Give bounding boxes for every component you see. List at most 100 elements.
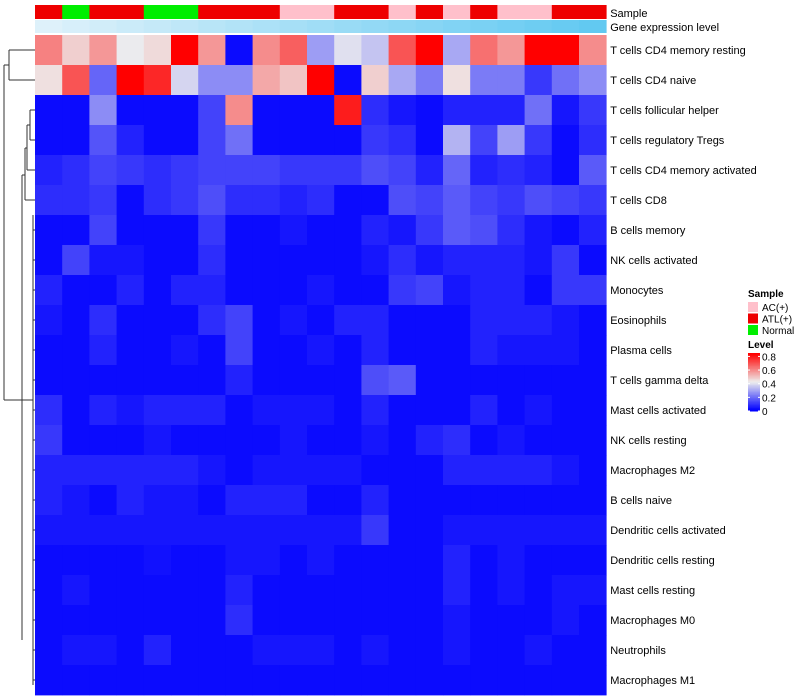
heatmap-cell	[171, 335, 199, 366]
heatmap-cell	[415, 95, 444, 126]
heatmap-cell	[116, 515, 145, 546]
heatmap-cell	[470, 605, 498, 636]
heatmap-cell	[116, 125, 145, 156]
legend-level-gradient-step	[748, 353, 760, 355]
heatmap-cell	[470, 35, 498, 66]
heatmap-cell	[579, 95, 607, 126]
heatmap-cell	[579, 65, 607, 96]
legend-level-gradient-step	[748, 354, 760, 357]
heatmap-cell	[35, 455, 63, 486]
heatmap-cell	[307, 95, 335, 126]
heatmap-cell	[116, 35, 145, 66]
heatmap-cell	[252, 455, 281, 486]
gene-level-annotation-cell	[198, 20, 226, 33]
heatmap-cell	[443, 335, 471, 366]
heatmap-cell	[497, 95, 525, 126]
heatmap-cell	[307, 485, 335, 516]
heatmap-cell	[279, 485, 308, 516]
row-label: Macrophages M0	[610, 615, 695, 627]
heatmap-cell	[225, 605, 253, 636]
heatmap-cell	[279, 575, 308, 606]
heatmap-cell	[198, 365, 226, 396]
heatmap-cell	[35, 275, 63, 306]
heatmap-cell	[551, 575, 580, 606]
heatmap-cell	[116, 365, 145, 396]
heatmap-cell	[470, 455, 498, 486]
sample-annotation-cell	[470, 5, 498, 19]
heatmap-cell	[470, 635, 498, 666]
heatmap-cell	[89, 65, 117, 96]
heatmap-cell	[470, 335, 498, 366]
heatmap-cell	[143, 605, 172, 636]
heatmap-cell	[279, 275, 308, 306]
heatmap-cell	[198, 95, 226, 126]
heatmap-cell	[470, 365, 498, 396]
heatmap-cell	[361, 515, 389, 546]
heatmap-cell	[497, 245, 525, 276]
heatmap-cell	[415, 125, 444, 156]
row-label: T cells CD4 memory activated	[610, 165, 757, 177]
heatmap-cell	[143, 215, 172, 246]
heatmap-cell	[89, 365, 117, 396]
legend-level-gradient-step	[748, 379, 760, 382]
heatmap-cell	[62, 665, 90, 696]
heatmap-cell	[388, 155, 417, 186]
heatmap-cell	[35, 245, 63, 276]
heatmap-cell	[361, 485, 389, 516]
heatmap-cell	[198, 665, 226, 696]
gene-level-annotation-cell	[524, 20, 553, 33]
heatmap-cell	[361, 635, 389, 666]
heatmap-cell	[551, 215, 580, 246]
heatmap-cell	[252, 575, 281, 606]
heatmap-cell	[62, 455, 90, 486]
heatmap-cell	[252, 95, 281, 126]
heatmap-cell	[551, 125, 580, 156]
heatmap-cell	[143, 455, 172, 486]
heatmap-cell	[579, 275, 607, 306]
sample-annotation-cell	[579, 5, 607, 19]
heatmap-cell	[62, 545, 90, 576]
heatmap-cell	[388, 305, 417, 336]
heatmap-cell	[225, 365, 253, 396]
sample-annotation-cell	[524, 5, 553, 19]
legend-sample-label: AC(+)	[762, 303, 788, 314]
heatmap-cell	[415, 65, 444, 96]
heatmap-cell	[225, 455, 253, 486]
legend-level-tick-label: 0.6	[762, 366, 776, 377]
legend-level-gradient-step	[748, 363, 760, 366]
heatmap-cell	[497, 65, 525, 96]
heatmap-cell	[334, 425, 362, 456]
heatmap-cell	[116, 185, 145, 216]
heatmap-cell	[279, 605, 308, 636]
heatmap-cell	[35, 155, 63, 186]
heatmap-cell	[307, 425, 335, 456]
heatmap-cell	[334, 545, 362, 576]
heatmap-cell	[252, 35, 281, 66]
heatmap-cell	[415, 275, 444, 306]
heatmap-cell	[143, 35, 172, 66]
heatmap-cell	[361, 35, 389, 66]
heatmap-cell	[307, 395, 335, 426]
heatmap-cell	[497, 185, 525, 216]
legend-level-gradient-step	[748, 371, 760, 374]
heatmap-cell	[252, 215, 281, 246]
heatmap-cell	[361, 365, 389, 396]
heatmap-cell	[171, 275, 199, 306]
heatmap-cell	[279, 635, 308, 666]
heatmap-cell	[415, 305, 444, 336]
heatmap-cell	[252, 665, 281, 696]
legend-level-gradient-step	[748, 387, 760, 390]
heatmap-cell	[388, 395, 417, 426]
heatmap-cell	[361, 335, 389, 366]
heatmap-cell	[551, 665, 580, 696]
sample-annotation-cell	[143, 5, 172, 19]
heatmap-cell	[361, 605, 389, 636]
heatmap-cell	[361, 155, 389, 186]
heatmap-cell	[62, 245, 90, 276]
legend-level-gradient-step	[748, 399, 760, 402]
sample-annotation-cell	[551, 5, 580, 19]
gene-level-annotation-cell	[415, 20, 444, 33]
heatmap-cell	[579, 455, 607, 486]
heatmap-cell	[62, 155, 90, 186]
heatmap-cell	[116, 95, 145, 126]
